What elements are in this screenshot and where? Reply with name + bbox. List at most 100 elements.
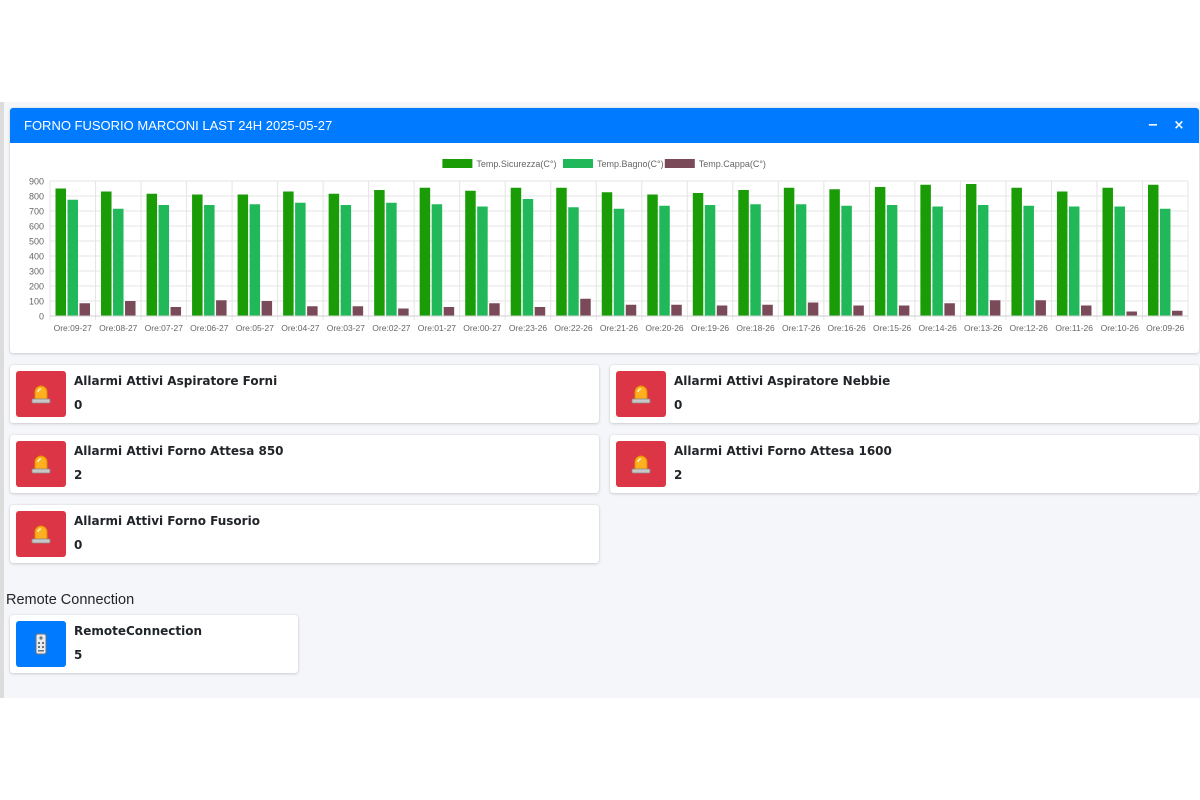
alarm-box-forno-attesa-850[interactable]: Allarmi Attivi Forno Attesa 850 2: [10, 435, 599, 493]
bar: [125, 301, 136, 316]
y-tick-label: 400: [29, 252, 44, 262]
x-tick-label: Ore:01-27: [418, 323, 457, 333]
bar: [249, 204, 261, 316]
legend-swatch: [563, 159, 593, 168]
chart-card: FORNO FUSORIO MARCONI LAST 24H 2025-05-2…: [10, 108, 1199, 353]
bar: [1159, 208, 1171, 316]
bar: [113, 208, 124, 316]
bar: [261, 301, 273, 316]
x-tick-label: Ore:08-27: [99, 323, 138, 333]
x-tick-label: Ore:00-27: [463, 323, 502, 333]
x-tick-label: Ore:03-27: [327, 323, 366, 333]
bar: [67, 199, 79, 316]
bar: [647, 194, 658, 316]
legend-label: Temp.Bagno(C°): [597, 159, 664, 169]
remote-connection-heading: Remote Connection: [6, 592, 135, 608]
bar: [898, 305, 910, 316]
bar: [101, 191, 112, 316]
x-tick-label: Ore:09-26: [1146, 323, 1185, 333]
x-tick-label: Ore:22-26: [554, 323, 593, 333]
x-tick-label: Ore:15-26: [873, 323, 912, 333]
remote-control-icon: [16, 621, 66, 667]
bar: [386, 202, 397, 316]
bar: [489, 303, 500, 316]
bar: [1023, 205, 1034, 316]
dashboard-page: FORNO FUSORIO MARCONI LAST 24H 2025-05-2…: [0, 102, 1200, 698]
bar: [965, 184, 977, 316]
bar: [944, 303, 955, 316]
close-button[interactable]: ×: [1173, 118, 1185, 133]
bar: [374, 190, 385, 316]
bar: [716, 305, 728, 316]
remote-connection-box[interactable]: RemoteConnection 5: [10, 615, 298, 673]
x-tick-label: Ore:04-27: [281, 323, 320, 333]
bar: [237, 194, 249, 316]
bar: [556, 187, 567, 316]
bar: [762, 304, 773, 316]
bar: [534, 307, 546, 316]
bar: [886, 205, 898, 316]
alarm-box-aspiratore-nebbie[interactable]: Allarmi Attivi Aspiratore Nebbie 0: [610, 365, 1199, 423]
alarm-light-icon: [616, 441, 666, 487]
y-tick-label: 0: [39, 312, 44, 322]
bar: [795, 204, 807, 316]
y-tick-label: 500: [29, 237, 44, 247]
bar: [443, 307, 455, 316]
alarm-box-value: 0: [674, 398, 683, 412]
bar: [522, 199, 534, 316]
bar: [79, 303, 91, 316]
bar: [807, 302, 819, 316]
bar: [874, 187, 886, 316]
x-tick-label: Ore:10-26: [1101, 323, 1140, 333]
x-tick-label: Ore:14-26: [918, 323, 957, 333]
legend-label: Temp.Cappa(C°): [699, 159, 766, 169]
y-tick-label: 600: [29, 222, 44, 232]
alarm-box-aspiratore-forni[interactable]: Allarmi Attivi Aspiratore Forni 0: [10, 365, 599, 423]
bar: [283, 191, 294, 316]
x-tick-label: Ore:05-27: [236, 323, 275, 333]
alarm-box-label: Allarmi Attivi Forno Attesa 1600: [674, 444, 892, 458]
legend-swatch: [664, 159, 695, 168]
x-tick-label: Ore:16-26: [827, 323, 866, 333]
x-tick-label: Ore:06-27: [190, 323, 229, 333]
chart-area: 0 100 200 300 400 500 600 700 800 900 Ore:09-27 Ore…: [10, 143, 1199, 353]
alarm-box-forno-fusorio[interactable]: Allarmi Attivi Forno Fusorio 0: [10, 505, 599, 563]
bar: [510, 187, 522, 316]
legend-swatch: [442, 159, 473, 168]
bar: [977, 205, 989, 316]
alarm-light-icon: [16, 441, 66, 487]
bar: [216, 300, 227, 316]
x-tick-label: Ore:17-26: [782, 323, 821, 333]
y-tick-label: 100: [29, 297, 44, 307]
temperature-bar-chart: 0 100 200 300 400 500 600 700 800 900 Ore:09-27 Ore…: [29, 159, 1189, 333]
bar: [625, 304, 637, 316]
bar: [1102, 187, 1113, 316]
alarm-box-forno-attesa-1600[interactable]: Allarmi Attivi Forno Attesa 1600 2: [610, 435, 1199, 493]
minimize-button[interactable]: −: [1147, 118, 1159, 133]
x-tick-label: Ore:21-26: [600, 323, 639, 333]
bar: [659, 205, 670, 316]
x-tick-label: Ore:19-26: [691, 323, 730, 333]
bar: [204, 205, 215, 316]
alarm-box-value: 0: [74, 398, 83, 412]
y-tick-label: 800: [29, 192, 44, 202]
bar: [671, 304, 682, 316]
bar: [568, 207, 579, 316]
bar: [295, 202, 306, 316]
alarm-box-value: 2: [74, 468, 83, 482]
bar: [1171, 310, 1183, 316]
alarm-box-value: 2: [674, 468, 683, 482]
bar: [1035, 300, 1046, 316]
alarm-box-value: 0: [74, 538, 83, 552]
bar: [1011, 187, 1022, 316]
bar: [853, 305, 864, 316]
alarm-box-label: Allarmi Attivi Forno Fusorio: [74, 514, 260, 528]
bar: [920, 184, 931, 316]
bar: [307, 306, 318, 316]
bar: [192, 194, 203, 316]
bar: [704, 205, 716, 316]
legend-label: Temp.Sicurezza(C°): [476, 159, 556, 169]
y-tick-label: 700: [29, 207, 44, 217]
bar: [932, 206, 943, 316]
chart-card-title: FORNO FUSORIO MARCONI LAST 24H 2025-05-2…: [24, 118, 333, 133]
